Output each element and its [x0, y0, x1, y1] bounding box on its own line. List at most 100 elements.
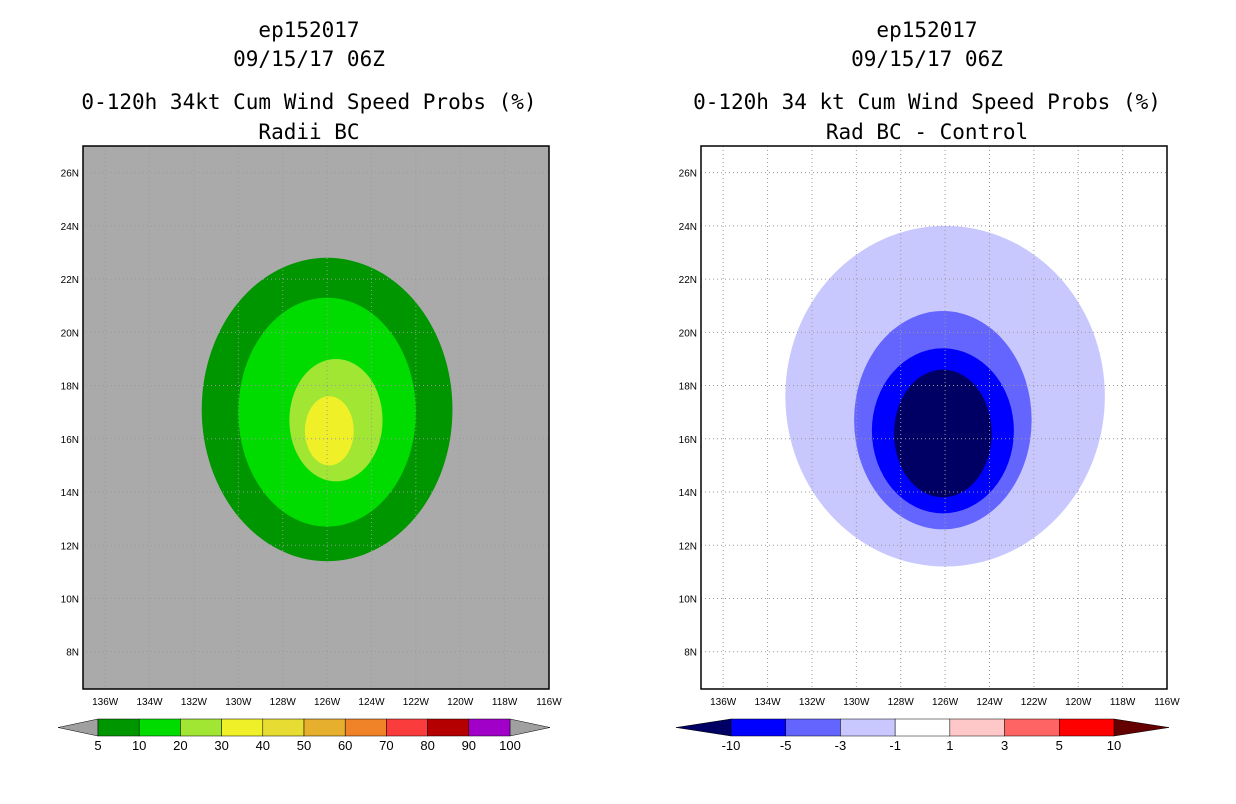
colorbar-label: 30: [214, 738, 228, 753]
colorbar-label: -10: [722, 738, 741, 753]
colorbar-label: 60: [338, 738, 352, 753]
colorbar-swatch: [262, 718, 305, 737]
left-storm-id: ep152017: [258, 18, 359, 42]
x-tick-label: 136W: [710, 697, 737, 708]
colorbar-over-triangle: [509, 718, 551, 737]
colorbar-label: 5: [94, 738, 101, 753]
y-tick-label: 14N: [679, 488, 697, 499]
x-tick-label: 124W: [358, 697, 385, 708]
y-tick-label: 26N: [679, 169, 697, 180]
right-y-tick-labels: 26N 24N 22N 20N 18N 16N 14N 12N 10N 8N: [679, 169, 697, 659]
colorbar-swatch: [138, 718, 181, 737]
x-tick-label: 128W: [888, 697, 915, 708]
x-tick-label: 120W: [447, 697, 474, 708]
x-tick-label: 130W: [225, 697, 252, 708]
colorbar-label: 40: [256, 738, 270, 753]
left-y-tick-labels: 26N 24N 22N 20N 18N 16N 14N 12N 10N 8N: [61, 169, 79, 659]
left-title: 0-120h 34kt Cum Wind Speed Probs (%): [81, 90, 536, 114]
colorbar-label: 1: [946, 738, 953, 753]
colorbar-swatch: [949, 718, 1005, 737]
x-tick-label: 128W: [270, 697, 297, 708]
x-tick-label: 134W: [137, 697, 164, 708]
colorbar-label: -5: [780, 738, 792, 753]
colorbar-label: -3: [835, 738, 847, 753]
y-tick-label: 20N: [61, 328, 79, 339]
left-subtitle: Radii BC: [258, 120, 359, 144]
colorbar-swatch: [785, 718, 841, 737]
colorbar-swatch: [97, 718, 140, 737]
x-tick-label: 116W: [536, 697, 562, 708]
right-contour-fills: [785, 225, 1105, 567]
right-title: 0-120h 34 kt Cum Wind Speed Probs (%): [693, 90, 1161, 114]
contour--10: [894, 369, 992, 498]
colorbar-swatch: [468, 718, 511, 737]
x-tick-label: 116W: [1154, 697, 1180, 708]
colorbar-swatch: [386, 718, 428, 737]
colorbar-label: 5: [1056, 738, 1063, 753]
y-tick-label: 8N: [684, 648, 697, 659]
x-tick-label: 132W: [181, 697, 208, 708]
colorbar-swatch: [344, 718, 387, 737]
right-colorbar: -10 -5 -3 -1 1 3 5 10: [675, 718, 1170, 753]
colorbar-swatch: [894, 718, 951, 737]
y-tick-label: 26N: [61, 169, 79, 180]
x-tick-label: 122W: [403, 697, 430, 708]
right-grid: [701, 146, 1167, 689]
x-tick-label: 132W: [799, 697, 826, 708]
colorbar-swatch: [221, 718, 264, 737]
y-tick-label: 18N: [679, 382, 697, 393]
y-tick-label: 10N: [679, 595, 697, 606]
y-tick-label: 22N: [61, 275, 79, 286]
x-tick-label: 134W: [755, 697, 782, 708]
colorbar-swatch: [1059, 718, 1115, 737]
colorbar-swatch: [1004, 718, 1060, 737]
left-grid: [83, 146, 549, 689]
y-tick-label: 22N: [679, 275, 697, 286]
colorbar-swatch: [303, 718, 346, 737]
y-tick-label: 16N: [679, 435, 697, 446]
colorbar-label: 20: [173, 738, 187, 753]
x-tick-label: 130W: [843, 697, 870, 708]
colorbar-label: -1: [889, 738, 901, 753]
x-tick-label: 118W: [492, 697, 518, 708]
left-datetime: 09/15/17 06Z: [233, 47, 385, 71]
colorbar-label: 90: [462, 738, 476, 753]
x-tick-label: 120W: [1065, 697, 1092, 708]
left-panel: ep152017 09/15/17 06Z 0-120h 34kt Cum Wi…: [57, 18, 562, 753]
colorbar-label: 80: [420, 738, 434, 753]
right-x-tick-labels: 136W 134W 132W 130W 128W 126W 124W 122W 120W 118W…: [710, 697, 1180, 708]
colorbar-label: 10: [1107, 738, 1121, 753]
colorbar-swatch: [427, 718, 470, 737]
colorbar-label: 10: [132, 738, 146, 753]
colorbar-swatch: [180, 718, 222, 737]
x-tick-label: 122W: [1021, 697, 1048, 708]
colorbar-over-triangle: [1113, 718, 1170, 737]
colorbar-label: 70: [379, 738, 393, 753]
right-storm-id: ep152017: [876, 18, 977, 42]
left-contour-fills: [201, 257, 453, 562]
contour-30: [304, 396, 354, 466]
y-tick-label: 24N: [61, 222, 79, 233]
x-tick-label: 118W: [1110, 697, 1136, 708]
left-colorbar: 5 10 20 30 40 50 60 70 80 90 100: [57, 718, 551, 753]
colorbar-label: 50: [297, 738, 311, 753]
y-tick-label: 16N: [61, 435, 79, 446]
colorbar-swatch: [730, 718, 786, 737]
colorbar-label: 100: [499, 738, 521, 753]
x-tick-label: 126W: [932, 697, 959, 708]
colorbar-under-triangle: [675, 718, 732, 737]
y-tick-label: 10N: [61, 595, 79, 606]
y-tick-label: 12N: [679, 541, 697, 552]
colorbar-swatch: [840, 718, 896, 737]
left-plot-frame: [82, 145, 550, 690]
y-tick-label: 24N: [679, 222, 697, 233]
colorbar-label: 3: [1001, 738, 1008, 753]
y-tick-label: 20N: [679, 328, 697, 339]
y-tick-label: 14N: [61, 488, 79, 499]
colorbar-under-triangle: [57, 718, 99, 737]
right-panel: ep152017 09/15/17 06Z 0-120h 34 kt Cum W…: [675, 18, 1180, 753]
y-tick-label: 12N: [61, 541, 79, 552]
y-tick-label: 8N: [66, 648, 79, 659]
right-plot-frame: [700, 145, 1168, 690]
